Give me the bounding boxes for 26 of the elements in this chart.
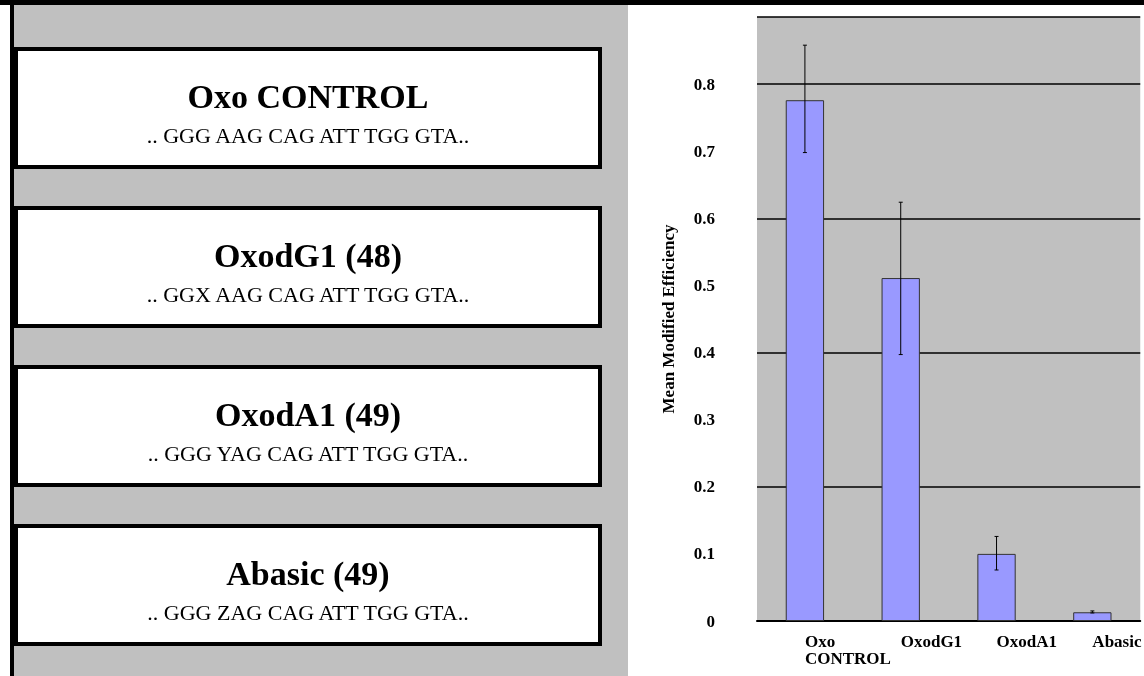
text: .. GGG YAG CAG ATT TGG GTA.. xyxy=(146,441,470,467)
x-tick-label: OxodG1 xyxy=(900,632,963,651)
text: .. GGG ZAG CAG ATT TGG GTA.. xyxy=(146,600,470,626)
text: Abasic (49) xyxy=(225,554,391,594)
y-tick-label: 0.2 xyxy=(693,477,715,497)
bar xyxy=(881,278,920,621)
y-tick-label: 0.1 xyxy=(693,544,715,564)
y-tick-label: 0.6 xyxy=(693,208,715,228)
y-tick-label: 0.4 xyxy=(693,343,716,363)
y-tick-label: 0.7 xyxy=(693,141,716,161)
x-tick-label: Abasic xyxy=(1092,632,1142,651)
y-tick-label: 0.5 xyxy=(693,275,715,295)
text: .. GGG AAG CAG ATT TGG GTA.. xyxy=(145,123,471,149)
bar xyxy=(977,553,1016,621)
y-axis-title: Mean Modified Efficiency xyxy=(659,224,678,414)
text: .. GGX AAG CAG ATT TGG GTA.. xyxy=(145,282,471,308)
bar xyxy=(1073,612,1112,621)
y-tick-label: 0.3 xyxy=(693,410,715,430)
text: OxodG1 (48) xyxy=(213,236,403,276)
text: Oxo CONTROL xyxy=(186,77,430,117)
y-tick-label: 0 xyxy=(706,611,715,631)
y-tick-label: 0.8 xyxy=(693,74,715,94)
bar xyxy=(785,100,825,621)
x-tick-label: OxodA1 xyxy=(996,632,1058,651)
text: OxodA1 (49) xyxy=(213,395,403,435)
x-tick-label: Oxo CONTROL xyxy=(804,632,891,668)
